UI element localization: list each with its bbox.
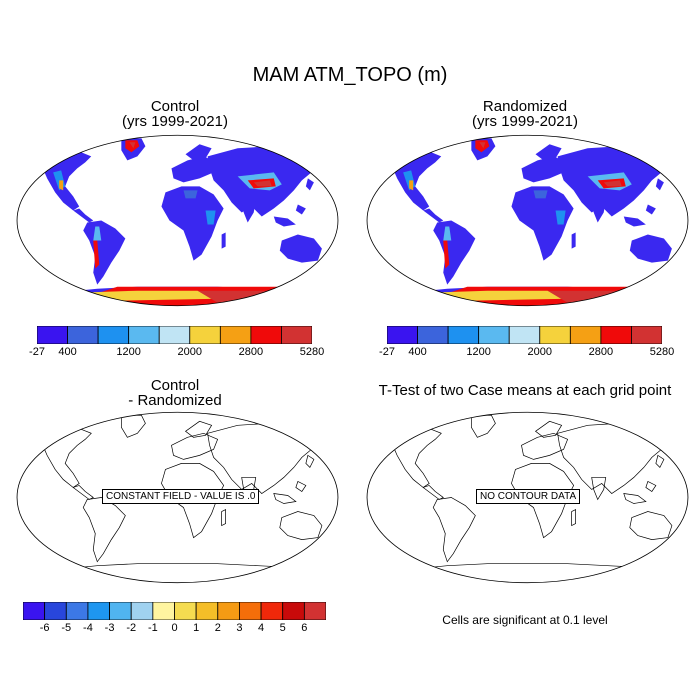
colorbar-label: 5 [279, 622, 286, 634]
colorbar-swatch [195, 602, 219, 620]
ttest-panel-title: T-Test of two Case means at each grid po… [350, 383, 700, 398]
colorbar-swatch [260, 602, 284, 620]
colorbar-label: 400 [408, 346, 427, 358]
colorbar-label: 6 [301, 622, 308, 634]
colorbar-swatch [281, 326, 312, 344]
colorbar-swatch [239, 602, 262, 620]
difference-map [16, 411, 339, 584]
colorbar-swatch [447, 326, 480, 344]
colorbar-label: 2800 [238, 346, 264, 358]
colorbar-label: -27 [29, 346, 45, 358]
colorbar-label: -3 [104, 622, 115, 634]
colorbar-swatch [282, 602, 305, 620]
colorbar-swatch [67, 326, 99, 344]
main-title: MAM ATM_TOPO (m) [252, 64, 448, 86]
difference-colorbar [23, 602, 326, 620]
colorbar-label: 2800 [588, 346, 614, 358]
control-map [16, 134, 339, 307]
colorbar-label: -6 [39, 622, 50, 634]
no-contour-message: NO CONTOUR DATA [476, 489, 581, 504]
randomized-map [366, 134, 689, 307]
colorbar-swatch [158, 326, 191, 344]
colorbar-swatch [303, 602, 326, 620]
colorbar-label: 400 [58, 346, 77, 358]
colorbar-label: 3 [236, 622, 243, 634]
difference-subtitle: - Randomized [128, 392, 222, 409]
colorbar-swatch [219, 326, 252, 344]
colorbar-label: 4 [258, 622, 265, 634]
colorbar-swatch [37, 326, 68, 344]
colorbar-swatch [250, 326, 282, 344]
colorbar-swatch [97, 326, 130, 344]
colorbar-label: 2000 [527, 346, 552, 358]
colorbar-swatch [417, 326, 449, 344]
colorbar-swatch [128, 326, 160, 344]
colorbar-swatch [152, 602, 175, 620]
colorbar-label: -27 [379, 346, 395, 358]
control-panel-title: Control (yrs 1999-2021) [25, 99, 325, 129]
ttest-map [366, 411, 689, 584]
colorbar-label: 1 [193, 622, 200, 634]
colorbar-swatch [174, 602, 197, 620]
ttest-title: T-Test of two Case means at each grid po… [378, 382, 672, 399]
control-title: Control [150, 98, 200, 115]
colorbar-swatch [87, 602, 110, 620]
colorbar-swatch [44, 602, 67, 620]
colorbar-swatch [387, 326, 418, 344]
colorbar-label: 1200 [116, 346, 141, 358]
colorbar-swatch [539, 326, 571, 344]
difference-panel-title: Control - Randomized [25, 378, 325, 408]
colorbar-swatch [189, 326, 221, 344]
control-colorbar [37, 326, 312, 344]
colorbar-swatch [478, 326, 510, 344]
colorbar-swatch [600, 326, 632, 344]
colorbar-label: 5280 [649, 346, 675, 358]
colorbar-label: 0 [171, 622, 178, 634]
colorbar-swatch [569, 326, 602, 344]
colorbar-swatch [508, 326, 541, 344]
colorbar-label: 2 [214, 622, 221, 634]
randomized-title: Randomized [482, 98, 568, 115]
colorbar-label: -1 [147, 622, 158, 634]
control-colorbar-labels: -27 400 1200 2000 2800 5280 [29, 346, 324, 360]
randomized-colorbar-labels: -27 400 1200 2000 2800 5280 [379, 346, 674, 360]
randomized-panel-title: Randomized (yrs 1999-2021) [375, 99, 675, 129]
colorbar-label: 2000 [177, 346, 202, 358]
constant-field-message: CONSTANT FIELD - VALUE IS .0 [102, 489, 260, 504]
colorbar-label: -5 [61, 622, 72, 634]
significance-note: Cells are significant at 0.1 level [442, 613, 608, 627]
colorbar-swatch [217, 602, 240, 620]
colorbar-label: -4 [83, 622, 93, 634]
colorbar-label: 1200 [466, 346, 491, 358]
colorbar-swatch [109, 602, 132, 620]
colorbar-label: 5280 [299, 346, 325, 358]
colorbar-swatch [130, 602, 154, 620]
colorbar-label: -2 [126, 622, 137, 634]
colorbar-swatch [65, 602, 89, 620]
difference-colorbar-labels: -6 -5 -4 -3 -2 -1 0 1 2 3 4 5 6 [23, 622, 326, 636]
difference-title: Control [150, 377, 200, 394]
randomized-subtitle: (yrs 1999-2021) [472, 113, 578, 130]
control-subtitle: (yrs 1999-2021) [122, 113, 228, 130]
colorbar-swatch [23, 602, 46, 620]
randomized-colorbar [387, 326, 662, 344]
colorbar-swatch [631, 326, 662, 344]
